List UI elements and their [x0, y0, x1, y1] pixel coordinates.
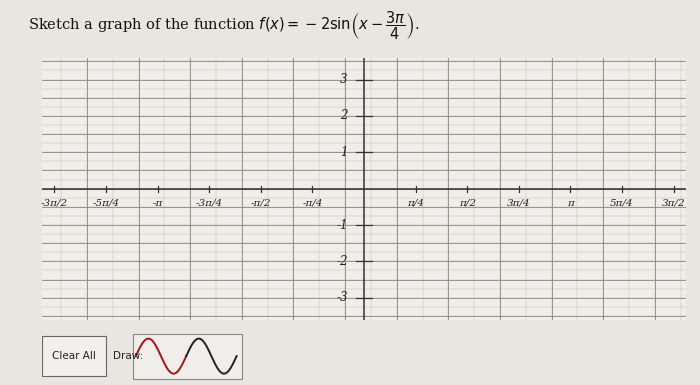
- Text: 5π/4: 5π/4: [610, 199, 634, 208]
- Text: -3: -3: [336, 291, 348, 304]
- Text: Clear All: Clear All: [52, 351, 96, 361]
- FancyBboxPatch shape: [133, 333, 242, 379]
- Text: Sketch a graph of the function $f(x) = -2\sin\!\left(x - \dfrac{3\pi}{4}\right).: Sketch a graph of the function $f(x) = -…: [28, 10, 419, 42]
- Text: -π/2: -π/2: [251, 199, 271, 208]
- Text: π/4: π/4: [407, 199, 424, 208]
- Text: -2: -2: [336, 255, 348, 268]
- Text: -π: -π: [153, 199, 162, 208]
- Text: -1: -1: [336, 219, 348, 231]
- Text: -3π/4: -3π/4: [195, 199, 223, 208]
- Text: -3π/2: -3π/2: [41, 199, 68, 208]
- Text: 2: 2: [340, 109, 348, 122]
- Text: π/2: π/2: [458, 199, 476, 208]
- Text: 3π/4: 3π/4: [507, 199, 531, 208]
- Text: -π/4: -π/4: [302, 199, 323, 208]
- Text: 1: 1: [340, 146, 348, 159]
- FancyBboxPatch shape: [42, 336, 106, 376]
- Text: Draw:: Draw:: [113, 351, 144, 361]
- Text: 3: 3: [340, 73, 348, 86]
- Text: -5π/4: -5π/4: [92, 199, 120, 208]
- Text: 3π/2: 3π/2: [662, 199, 685, 208]
- Text: π: π: [567, 199, 574, 208]
